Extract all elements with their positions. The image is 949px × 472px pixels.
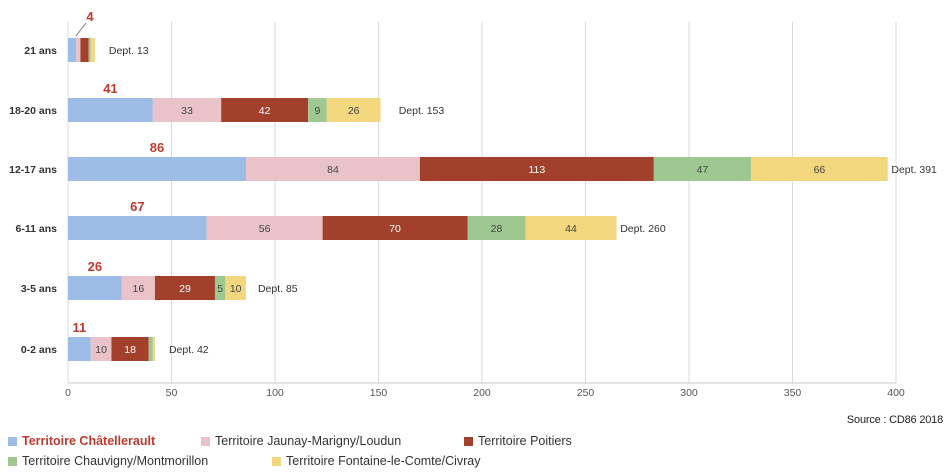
legend-label-fontaine-le-comte-civray: Territoire Fontaine-le-Comte/Civray <box>286 454 481 468</box>
category-label-0: 21 ans <box>24 45 57 57</box>
highlight-label-5: 11 <box>73 320 87 335</box>
total-label-0: Dept. 13 <box>109 45 149 57</box>
total-label-1: Dept. 153 <box>399 105 445 117</box>
bar-segment-4-0 <box>68 276 122 300</box>
bar-segment-1-1 <box>152 98 222 122</box>
source-note: Source : CD86 2018 <box>846 414 943 426</box>
category-label-3: 6-11 ans <box>16 223 58 235</box>
data-label-3-1: 56 <box>259 223 271 235</box>
bar-segment-1-4 <box>326 98 381 122</box>
data-label-2-3: 47 <box>697 164 709 176</box>
legend-swatch-poitiers <box>464 436 473 446</box>
legend-swatch-chauvigny-montmorillon <box>8 456 17 466</box>
legend-item-jaunay-marigny-loudun: Territoire Jaunay-Marigny/Loudun <box>201 434 401 448</box>
data-label-2-2: 113 <box>528 164 545 176</box>
bar-segment-0-3 <box>88 38 91 62</box>
highlight-label-2: 86 <box>150 140 164 155</box>
total-label-2: Dept. 391 <box>891 164 937 176</box>
legend-item-chauvigny-montmorillon: Territoire Chauvigny/Montmorillon <box>8 454 208 468</box>
highlight-label-0: 4 <box>86 9 94 24</box>
stacked-bar-chart: 0 50 100 150 200 250 300 350 400 21 ans 18-20 ans 1… <box>9 9 937 399</box>
bar-segment-3-3 <box>467 216 526 240</box>
x-tick-label-0: 0 <box>65 387 71 399</box>
data-label-2-1: 84 <box>327 164 339 176</box>
x-tick-label-300: 300 <box>680 387 698 399</box>
data-label-1-2: 42 <box>259 105 271 117</box>
bar-segment-3-0 <box>68 216 207 240</box>
highlight-label-4: 26 <box>88 259 102 274</box>
data-label-5-1: 10 <box>95 344 107 356</box>
data-label-1-3: 9 <box>315 105 321 117</box>
data-label-4-4: 10 <box>230 283 242 295</box>
data-label-4-2: 29 <box>179 283 191 295</box>
legend-swatch-fontaine-le-comte-civray <box>272 456 281 466</box>
data-label-2-4: 66 <box>814 164 826 176</box>
bar-segment-1-3 <box>308 98 327 122</box>
bar-segment-2-1 <box>246 157 420 181</box>
bar-segment-2-0 <box>68 157 247 181</box>
bar-segment-1-0 <box>68 98 153 122</box>
bar-segment-5-2 <box>111 337 149 361</box>
data-label-3-4: 44 <box>565 223 577 235</box>
bar-segment-3-2 <box>322 216 468 240</box>
x-tick-label-100: 100 <box>266 387 284 399</box>
data-label-1-1: 33 <box>181 105 193 117</box>
bar-segment-0-1 <box>76 38 81 62</box>
data-label-5-2: 18 <box>124 344 136 356</box>
bar-segment-4-2 <box>154 276 215 300</box>
bar-segment-4-1 <box>121 276 155 300</box>
bar-segment-5-3 <box>148 337 153 361</box>
data-label-1-4: 26 <box>348 105 360 117</box>
total-label-3: Dept. 260 <box>620 223 666 235</box>
x-tick-label-200: 200 <box>473 387 491 399</box>
bar-segment-4-3 <box>214 276 226 300</box>
legend-label-poitiers: Territoire Poitiers <box>478 434 572 448</box>
total-label-5: Dept. 42 <box>169 344 209 356</box>
bar-segment-5-4 <box>152 337 155 361</box>
x-tick-label-50: 50 <box>166 387 178 399</box>
bar-segment-0-0 <box>68 38 77 62</box>
data-label-4-3: 5 <box>217 283 223 295</box>
x-tick-label-150: 150 <box>370 387 388 399</box>
bar-segment-2-4 <box>751 157 888 181</box>
category-label-1: 18-20 ans <box>9 105 57 117</box>
category-label-5: 0-2 ans <box>21 344 57 356</box>
bar-segment-5-0 <box>68 337 91 361</box>
legend-label-chatellerault: Territoire Châtellerault <box>22 434 156 448</box>
highlight-label-1: 41 <box>103 81 117 96</box>
x-tick-label-350: 350 <box>784 387 802 399</box>
legend-item-poitiers: Territoire Poitiers <box>464 434 572 448</box>
bar-segment-2-2 <box>419 157 654 181</box>
data-label-3-3: 28 <box>491 223 503 235</box>
legend-item-chatellerault: Territoire Châtellerault <box>8 434 155 448</box>
bar-segment-3-4 <box>525 216 617 240</box>
legend-item-fontaine-le-comte-civray: Territoire Fontaine-le-Comte/Civray <box>272 454 481 468</box>
highlight-leader-line <box>75 22 87 37</box>
bar-segment-1-2 <box>221 98 309 122</box>
legend-label-chauvigny-montmorillon: Territoire Chauvigny/Montmorillon <box>22 454 209 468</box>
legend-swatch-jaunay-marigny-loudun <box>201 436 210 446</box>
data-label-4-1: 16 <box>133 283 145 295</box>
total-label-4: Dept. 85 <box>258 283 298 295</box>
bar-segment-4-4 <box>225 276 247 300</box>
legend-label-jaunay-marigny-loudun: Territoire Jaunay-Marigny/Loudun <box>215 434 402 448</box>
bar-segment-0-4 <box>90 38 95 62</box>
bar-segment-5-1 <box>90 337 112 361</box>
bar-segment-3-1 <box>206 216 323 240</box>
category-label-2: 12-17 ans <box>9 164 57 176</box>
x-tick-label-250: 250 <box>577 387 595 399</box>
legend-swatch-chatellerault <box>8 436 17 446</box>
bar-segment-0-2 <box>80 38 89 62</box>
x-tick-label-400: 400 <box>887 387 905 399</box>
category-label-4: 3-5 ans <box>21 283 57 295</box>
data-label-3-2: 70 <box>389 223 401 235</box>
highlight-label-3: 67 <box>130 199 144 214</box>
bar-segment-2-3 <box>653 157 752 181</box>
